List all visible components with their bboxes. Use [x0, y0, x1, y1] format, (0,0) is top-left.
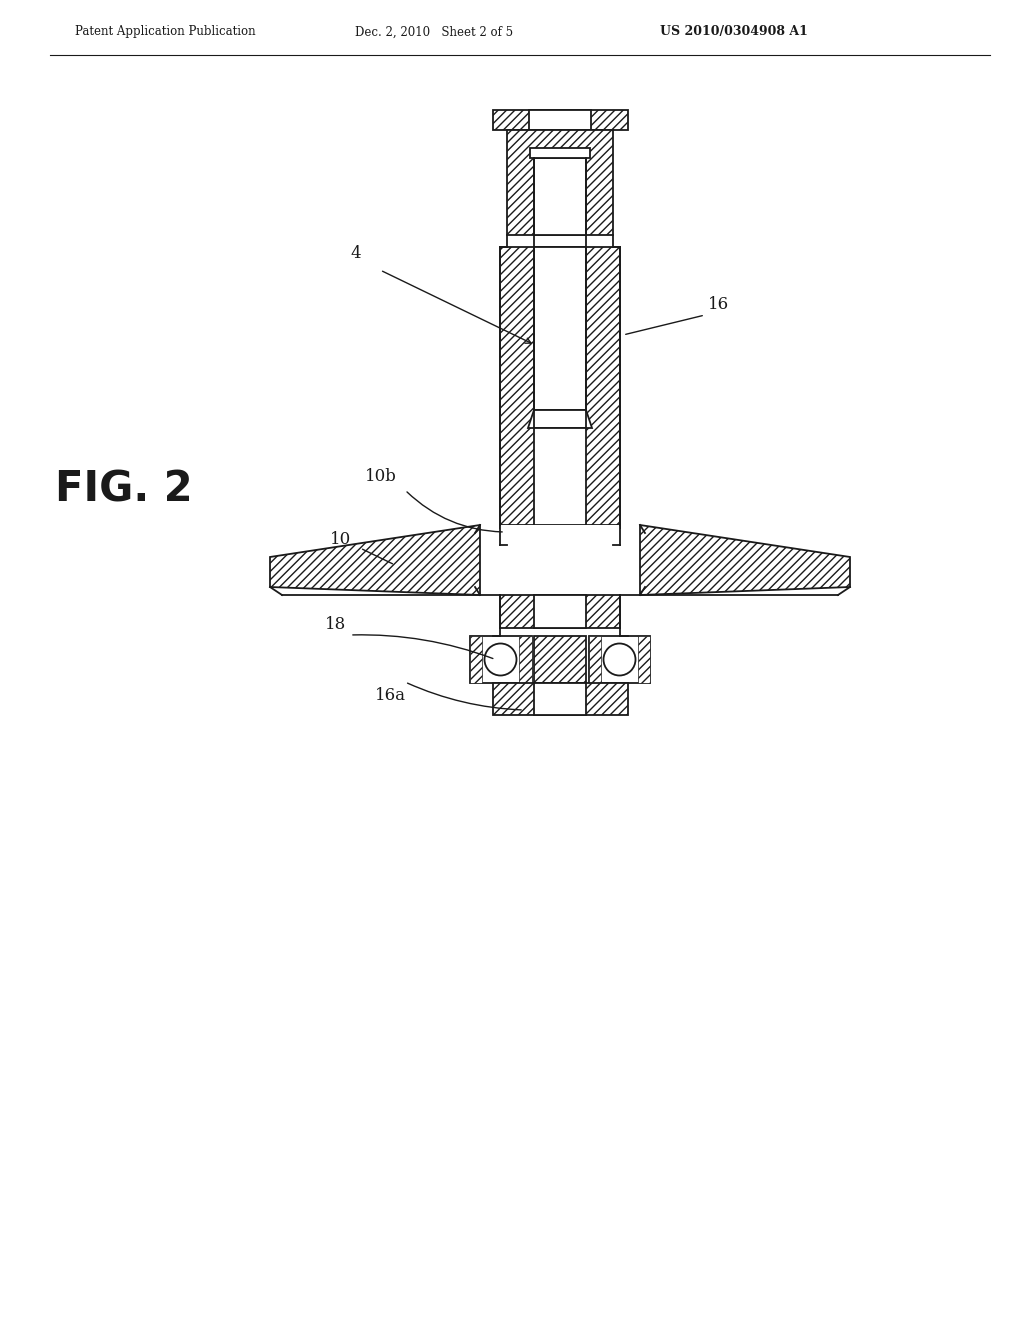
Polygon shape: [534, 682, 586, 715]
Polygon shape: [493, 682, 628, 715]
Polygon shape: [519, 636, 531, 682]
Polygon shape: [529, 110, 591, 129]
Polygon shape: [534, 428, 586, 525]
Polygon shape: [270, 525, 480, 595]
Polygon shape: [530, 148, 590, 158]
Polygon shape: [500, 247, 620, 528]
Polygon shape: [469, 636, 481, 682]
Text: Patent Application Publication: Patent Application Publication: [75, 25, 256, 38]
Polygon shape: [534, 595, 586, 628]
Text: Dec. 2, 2010   Sheet 2 of 5: Dec. 2, 2010 Sheet 2 of 5: [355, 25, 513, 38]
Polygon shape: [639, 636, 650, 682]
Text: 4: 4: [350, 246, 360, 261]
Text: US 2010/0304908 A1: US 2010/0304908 A1: [660, 25, 808, 38]
Polygon shape: [528, 411, 592, 428]
Text: 16: 16: [708, 296, 729, 313]
Text: 16a: 16a: [375, 686, 406, 704]
Polygon shape: [493, 110, 628, 129]
Polygon shape: [589, 636, 600, 682]
Polygon shape: [500, 525, 620, 595]
Text: FIG. 2: FIG. 2: [55, 469, 193, 511]
Polygon shape: [534, 158, 586, 235]
Text: 10: 10: [330, 531, 351, 548]
Polygon shape: [640, 525, 850, 595]
Polygon shape: [469, 636, 531, 682]
Polygon shape: [589, 636, 650, 682]
Polygon shape: [534, 636, 586, 682]
Polygon shape: [508, 129, 612, 235]
Polygon shape: [534, 247, 586, 411]
Text: 18: 18: [325, 616, 346, 634]
Polygon shape: [500, 525, 620, 528]
Polygon shape: [500, 595, 620, 628]
Text: 10b: 10b: [365, 469, 397, 484]
